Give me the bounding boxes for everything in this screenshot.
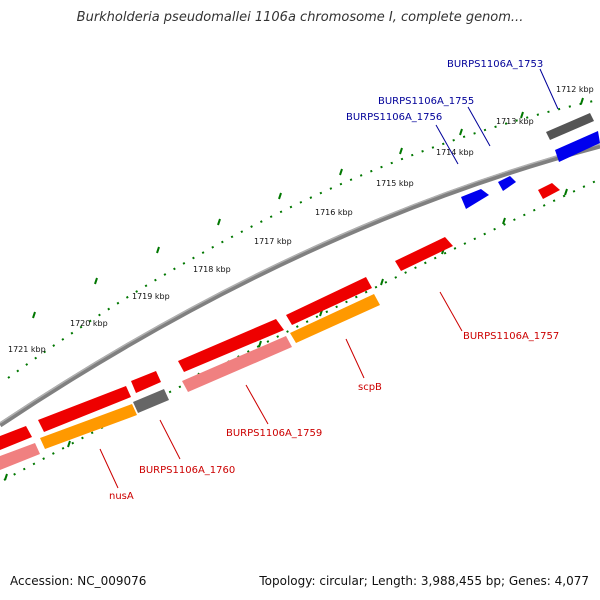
gene-scpB[interactable] [290,294,380,343]
gene-red-c[interactable] [286,277,372,325]
tick-label: 1715 kbp [376,179,414,188]
outer-scale-track [7,99,599,379]
gene-label-scpB: scpB [358,382,382,393]
tick-marks [32,97,584,319]
tick-label: 1718 kbp [193,265,231,274]
map-title: Burkholderia pseudomallei 1106a chromoso… [76,10,524,25]
gene-blue-a[interactable] [555,131,600,162]
gene-red-e[interactable] [131,371,161,393]
tick-label: 1720 kbp [70,319,108,328]
gene-pink-left[interactable] [0,443,40,470]
gene-red-f[interactable] [38,386,131,432]
gene-label-nusA: nusA [109,491,134,502]
gene-label-1759: BURPS1106A_1759 [226,428,322,439]
accession-text: Accession: NC_009076 [10,574,147,588]
gene-1753[interactable] [546,113,594,140]
tick-label: 1716 kbp [315,208,353,217]
gene-label-1755: BURPS1106A_1755 [378,96,474,107]
gene-labels: BURPS1106A_1753 BURPS1106A_1755 BURPS110… [109,59,559,502]
gene-1756[interactable] [461,189,489,209]
gene-1757[interactable] [395,237,453,271]
inner-scale-track [3,179,599,481]
genome-info-text: Topology: circular; Length: 3,988,455 bp… [259,574,589,588]
gene-1755[interactable] [498,176,516,191]
gene-red-d[interactable] [178,319,284,372]
tick-label: 1714 kbp [436,148,474,157]
tick-label: 1719 kbp [132,292,170,301]
tick-label: 1713 kbp [496,117,534,126]
chromosome-backbone [0,143,600,428]
gene-label-1756: BURPS1106A_1756 [346,112,442,123]
gene-red-g[interactable] [0,426,32,450]
gene-label-1753: BURPS1106A_1753 [447,59,543,70]
tick-label: 1712 kbp [556,85,594,94]
gene-1759[interactable] [182,336,292,392]
gene-label-1760: BURPS1106A_1760 [139,465,235,476]
tick-labels: 1712 kbp 1713 kbp 1714 kbp 1715 kbp 1716… [8,85,594,354]
gene-nusA[interactable] [40,404,137,449]
gene-label-1757: BURPS1106A_1757 [463,331,559,342]
gene-1760[interactable] [133,389,169,413]
tick-label: 1717 kbp [254,237,292,246]
backbone-shine [0,143,600,424]
tick-label: 1721 kbp [8,345,46,354]
gene-small-red[interactable] [538,183,560,199]
label-leaders [99,68,559,489]
gene-features[interactable] [0,113,600,470]
